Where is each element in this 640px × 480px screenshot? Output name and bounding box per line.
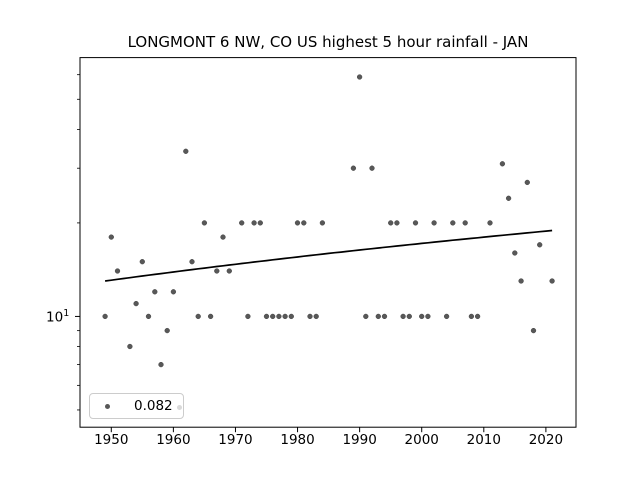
data-point	[139, 259, 145, 265]
data-point	[512, 250, 518, 256]
data-point	[170, 289, 177, 295]
data-point	[369, 165, 375, 171]
data-point	[524, 179, 530, 186]
data-point	[419, 313, 425, 320]
data-point	[207, 313, 214, 320]
data-point	[313, 313, 319, 320]
x-tick-label: 2000	[404, 432, 439, 448]
legend-box: 0.082	[89, 393, 184, 419]
data-point	[133, 300, 139, 307]
y-tick-base: 10	[46, 309, 64, 326]
data-point	[251, 220, 257, 226]
data-point	[363, 313, 369, 320]
data-point	[431, 220, 437, 226]
data-point	[350, 165, 357, 171]
y-axis-tick-label: 101	[46, 308, 69, 326]
data-point	[239, 220, 245, 226]
data-point	[319, 220, 326, 226]
chart-title: LONGMONT 6 NW, CO US highest 5 hour rain…	[127, 33, 529, 51]
data-point	[381, 313, 388, 320]
legend-scatter-marker-icon	[105, 404, 110, 409]
data-point	[462, 220, 468, 226]
data-point	[282, 313, 288, 320]
data-point	[189, 259, 195, 265]
trend-line	[104, 229, 553, 282]
data-point	[127, 343, 133, 350]
data-point	[518, 278, 524, 284]
x-tick-label: 1980	[280, 432, 315, 448]
data-point	[183, 148, 189, 154]
data-point	[450, 220, 456, 226]
data-point	[276, 313, 282, 320]
data-point	[270, 313, 276, 320]
data-point	[214, 268, 220, 274]
data-point	[301, 220, 307, 226]
data-point	[288, 313, 294, 320]
data-point	[388, 220, 394, 226]
x-tick-label: 2010	[466, 432, 501, 448]
data-point	[412, 220, 419, 226]
data-point	[108, 234, 114, 240]
x-tick-label: 1970	[218, 432, 253, 448]
data-point	[468, 313, 475, 320]
legend-faint-marker-icon	[177, 405, 182, 410]
data-point	[257, 220, 263, 226]
data-point	[474, 313, 481, 320]
data-point	[201, 220, 208, 226]
data-point	[549, 278, 555, 284]
data-point	[394, 220, 400, 226]
x-tick-label: 1960	[156, 432, 191, 448]
data-point	[152, 289, 158, 295]
data-point	[425, 313, 431, 320]
data-point	[226, 268, 232, 274]
data-point	[158, 361, 164, 368]
data-point	[307, 313, 313, 320]
data-point	[400, 313, 406, 320]
data-point	[499, 161, 506, 167]
data-point	[220, 234, 226, 240]
axes-frame	[79, 57, 577, 428]
x-tick-label: 1990	[342, 432, 377, 448]
data-point	[537, 242, 543, 248]
data-point	[406, 313, 412, 320]
data-point	[375, 313, 381, 320]
x-tick-label: 2020	[528, 432, 564, 448]
x-tick-label: 1950	[94, 432, 129, 448]
data-point	[164, 327, 170, 334]
data-point	[245, 313, 251, 320]
data-point	[530, 327, 537, 334]
data-point	[102, 313, 108, 320]
y-tick-exponent: 1	[63, 308, 70, 319]
data-point	[487, 220, 493, 226]
data-point	[195, 313, 201, 320]
data-point	[505, 195, 512, 201]
data-point	[443, 313, 450, 320]
data-point	[263, 313, 270, 320]
data-point	[114, 268, 121, 274]
data-point	[294, 220, 301, 226]
data-point	[356, 74, 363, 80]
legend-label: 0.082	[134, 398, 173, 414]
data-point	[145, 313, 152, 320]
